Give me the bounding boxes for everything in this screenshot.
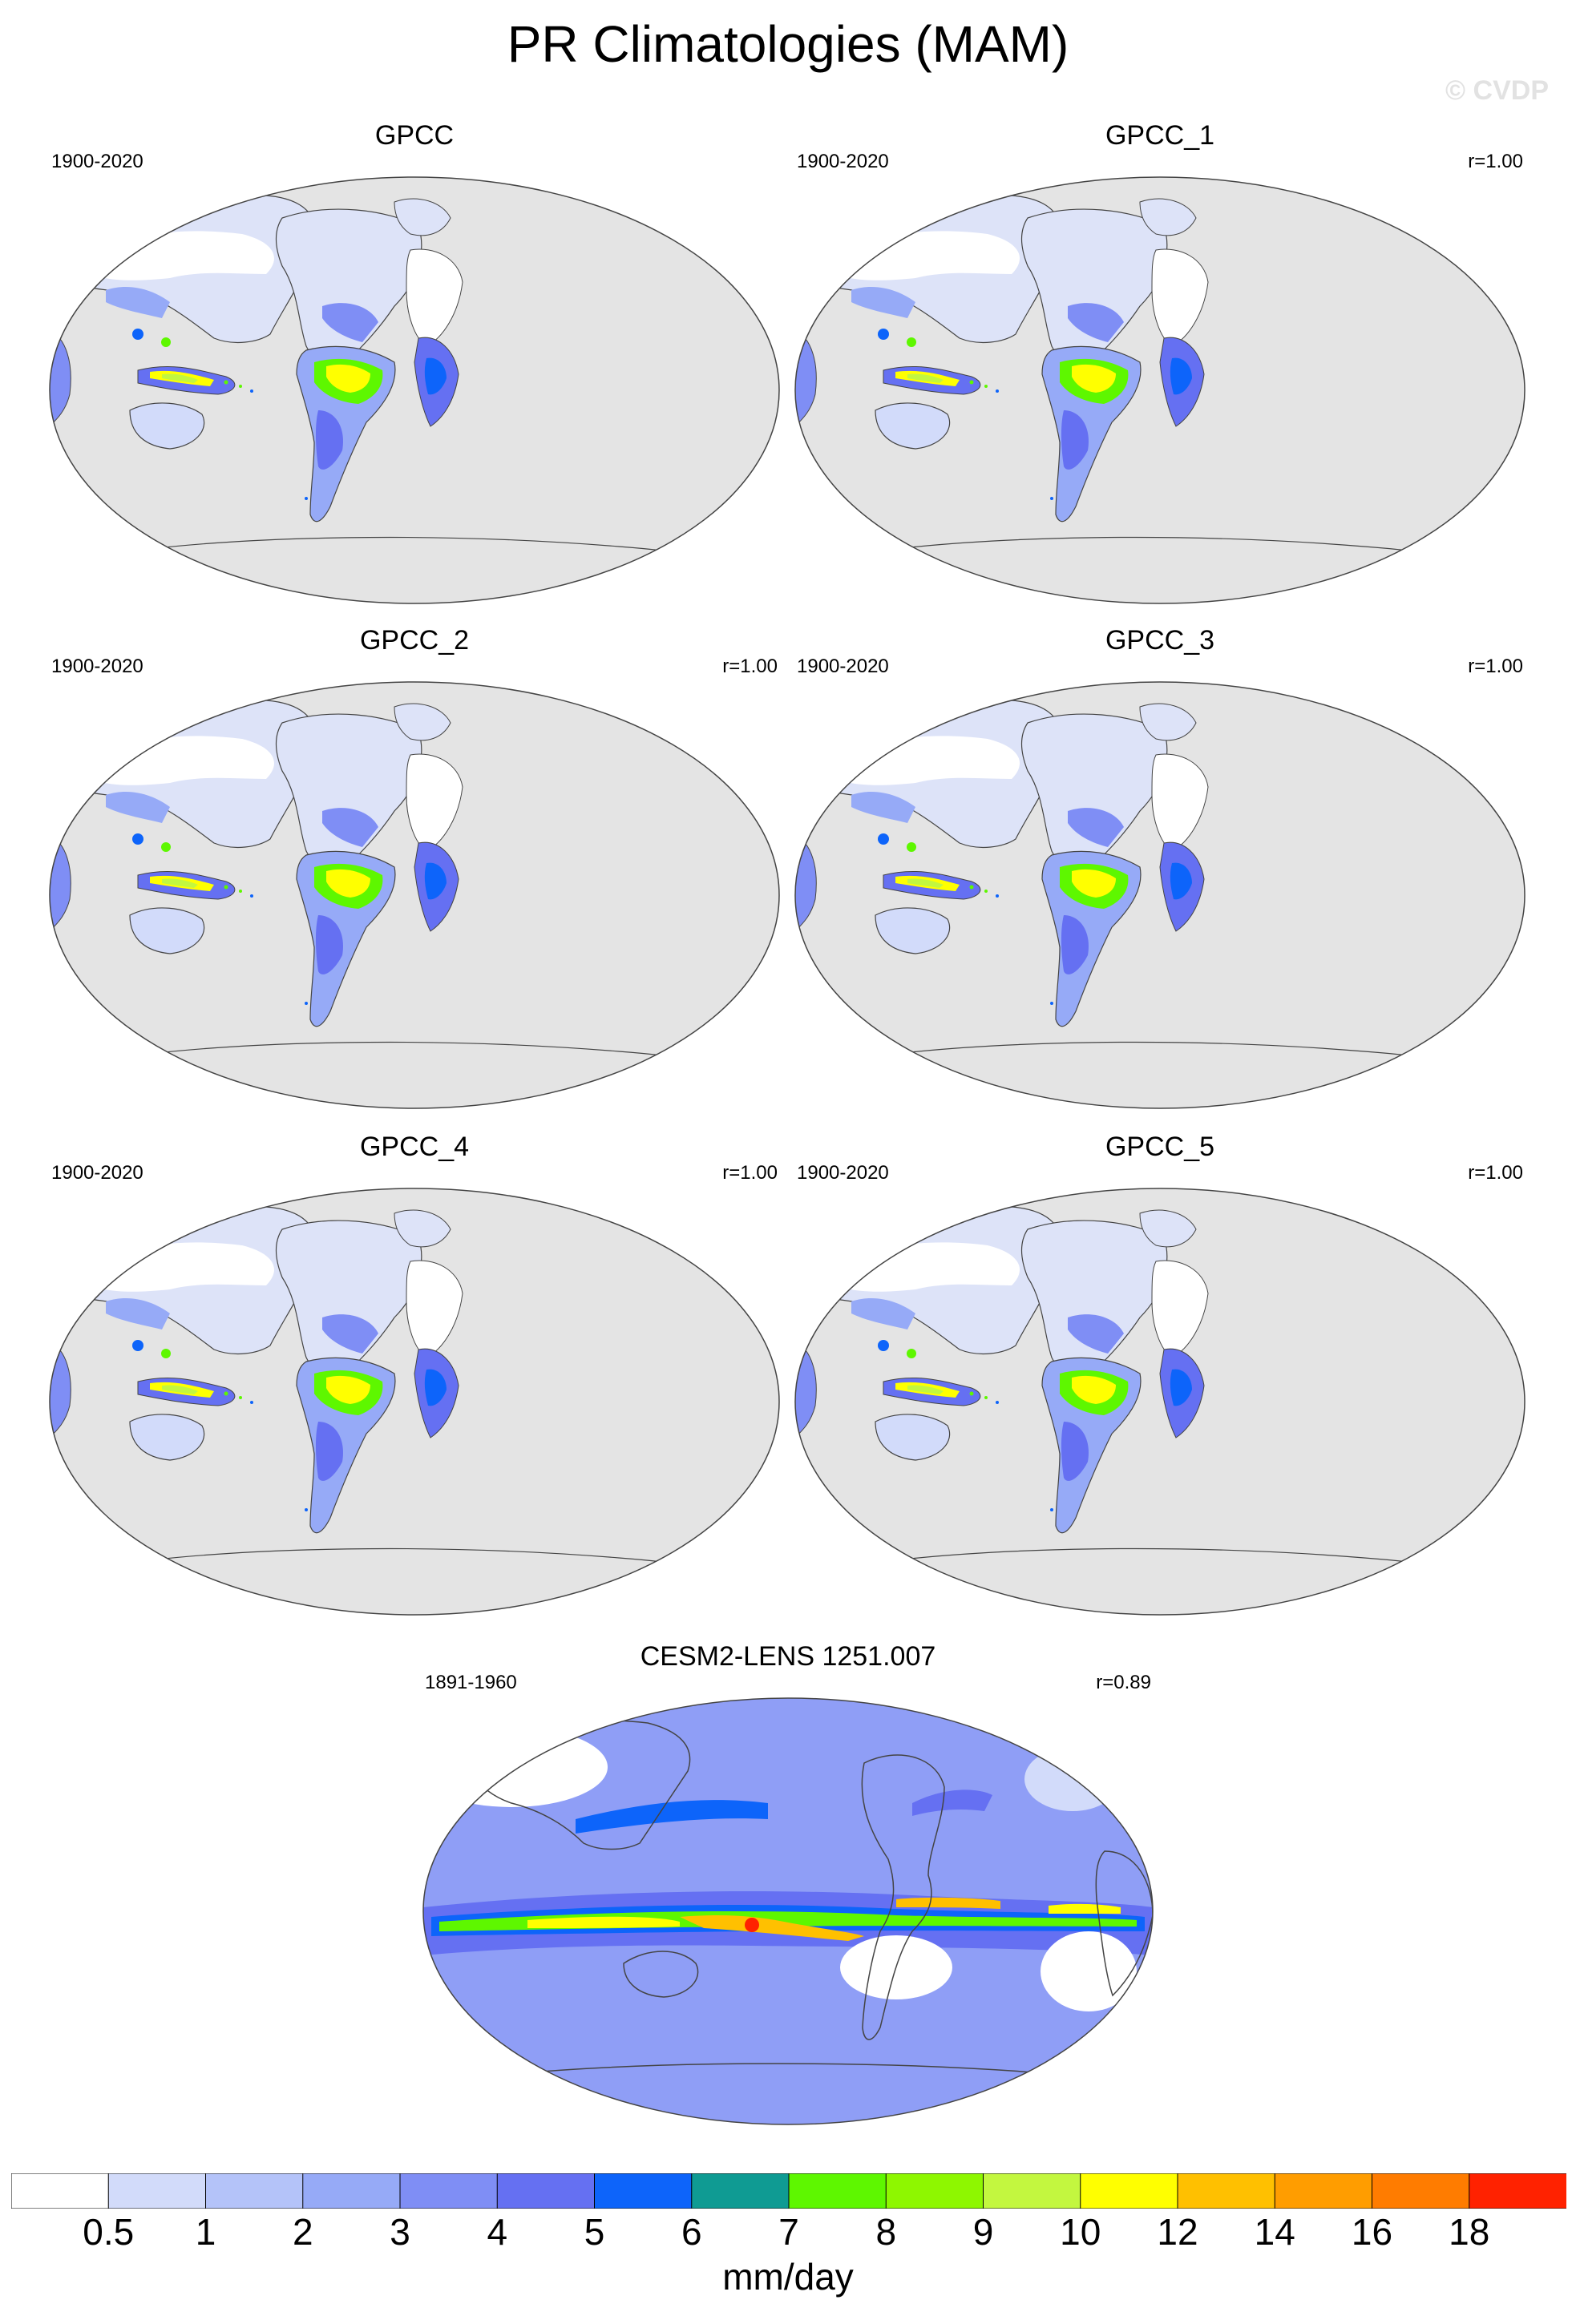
colorbar-swatch	[1080, 2173, 1178, 2209]
map-panel-gpcc-3: GPCC_3 1900-2020 r=1.00	[787, 625, 1533, 1122]
pacific-storm-track	[576, 1800, 768, 1834]
colorbar-swatch	[1274, 2173, 1373, 2209]
colorbar-swatch	[1469, 2173, 1566, 2209]
colorbar-tick-label: 4	[487, 2211, 508, 2253]
panel-correlation: r=1.00	[722, 656, 778, 677]
panel-correlation: r=1.00	[1468, 656, 1523, 677]
colorbar-swatch	[1372, 2173, 1470, 2209]
panel-title: GPCC	[374, 120, 455, 151]
figure-title: PR Climatologies (MAM)	[507, 15, 1069, 73]
model-australia-outline	[623, 1951, 699, 1998]
colorbar-tick-label: 2	[292, 2211, 313, 2253]
world-map-gpcc-5	[787, 1181, 1533, 1622]
colorbar-swatch	[399, 2173, 499, 2209]
panel-title: GPCC_3	[1105, 625, 1215, 656]
map-panel-gpcc-5: GPCC_5 1900-2020 r=1.00	[787, 1132, 1533, 1628]
cvdp-watermark: © CVDP	[1445, 75, 1549, 106]
warm-pool-peak	[745, 1918, 759, 1932]
colorbar-swatches	[11, 2173, 1566, 2209]
colorbar-swatch	[691, 2173, 790, 2209]
panel-correlation: r=1.00	[1468, 151, 1523, 172]
panel-title: GPCC_2	[359, 625, 470, 656]
world-map-gpcc-1	[787, 170, 1533, 611]
map-panel-gpcc: GPCC 1900-2020	[42, 120, 787, 617]
panel-correlation: r=1.00	[722, 1162, 778, 1184]
panel-period: 1891-1960	[425, 1672, 517, 1693]
colorbar-swatch	[1177, 2173, 1276, 2209]
colorbar-swatch	[107, 2173, 207, 2209]
colorbar-tick-label: 18	[1449, 2211, 1490, 2253]
atlantic-storm-track	[912, 1789, 992, 1816]
colorbar-tick-label: 9	[972, 2211, 994, 2253]
colorbar-tick-label: 12	[1157, 2211, 1198, 2253]
colorbar-swatch	[885, 2173, 984, 2209]
panel-title: GPCC_1	[1105, 120, 1215, 151]
world-map-gpcc-4	[42, 1181, 787, 1622]
map-panel-gpcc-2: GPCC_2 1900-2020 r=1.00	[42, 625, 787, 1122]
model-americas-outline	[861, 1754, 945, 2040]
asia-dry-zone	[423, 1727, 608, 1807]
warm-pool-orange	[680, 1915, 864, 1941]
colorbar-swatch	[11, 2173, 110, 2209]
colorbar-tick-label: 0.5	[83, 2211, 135, 2253]
panel-period: 1900-2020	[797, 1162, 889, 1184]
colorbar-swatch	[788, 2173, 887, 2209]
map-panel-gpcc-4: GPCC_4 1900-2020 r=1.00	[42, 1132, 787, 1628]
colorbar-swatch	[205, 2173, 304, 2209]
panel-period: 1900-2020	[51, 151, 143, 172]
colorbar-swatch	[496, 2173, 596, 2209]
world-map-gpcc-2	[42, 675, 787, 1116]
panel-title: GPCC_5	[1105, 1132, 1215, 1162]
itcz-yellow-west	[527, 1916, 680, 1928]
south-atlantic-dry	[1041, 1931, 1137, 2011]
map-panel-cesm2-lens: CESM2-LENS 1251.007 1891-1960 r=0.89	[415, 1641, 1161, 2138]
panel-period: 1900-2020	[797, 151, 889, 172]
map-panel-gpcc-1: GPCC_1 1900-2020 r=1.00	[787, 120, 1533, 617]
colorbar-tick-label: 6	[681, 2211, 702, 2253]
itcz-east-orange	[896, 1897, 1000, 1909]
colorbar-swatch	[302, 2173, 401, 2209]
world-map-gpcc-3	[787, 675, 1533, 1116]
panel-period: 1900-2020	[51, 1162, 143, 1184]
world-map-cesm2-lens	[422, 1697, 1154, 2125]
colorbar-tick-label: 16	[1351, 2211, 1393, 2253]
panel-period: 1900-2020	[797, 656, 889, 677]
panel-title: GPCC_4	[359, 1132, 470, 1162]
colorbar-tick-label: 8	[875, 2211, 897, 2253]
colorbar-tick-label: 1	[195, 2211, 216, 2253]
model-africa-outline	[1095, 1850, 1153, 1997]
panel-period: 1900-2020	[51, 656, 143, 677]
colorbar-tick-label: 5	[584, 2211, 605, 2253]
colorbar-tick-label: 10	[1060, 2211, 1101, 2253]
colorbar-swatch	[594, 2173, 693, 2209]
colorbar-tick-label: 7	[778, 2211, 799, 2253]
panel-correlation: r=1.00	[1468, 1162, 1523, 1184]
atlantic-itcz	[1049, 1903, 1121, 1914]
colorbar	[11, 2173, 1566, 2209]
world-map-gpcc	[42, 170, 787, 611]
model-antarctica-outline	[495, 2063, 1073, 2076]
colorbar-tick-label: 14	[1254, 2211, 1295, 2253]
colorbar-tick-label: 3	[390, 2211, 410, 2253]
map-border	[422, 1697, 1154, 2125]
colorbar-swatch	[983, 2173, 1081, 2209]
panel-title: CESM2-LENS 1251.007	[640, 1641, 936, 1672]
panel-correlation: r=0.89	[1096, 1672, 1151, 1693]
colorbar-units: mm/day	[722, 2256, 854, 2298]
